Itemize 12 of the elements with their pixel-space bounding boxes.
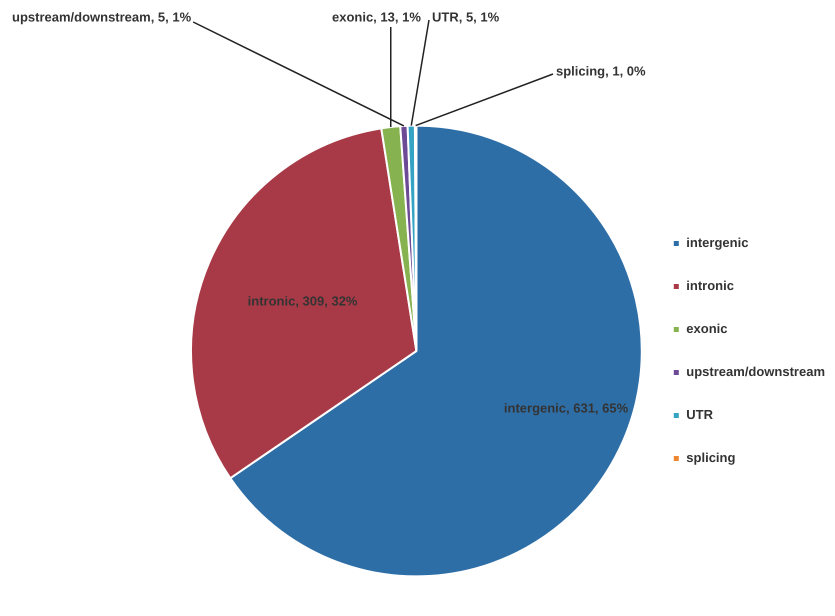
- legend-label: UTR: [686, 407, 714, 422]
- data-label: exonic, 13, 1%: [332, 10, 422, 25]
- legend-label: intergenic: [686, 235, 748, 250]
- legend-label: upstream/downstream: [686, 364, 825, 380]
- legend-label: intronic: [686, 278, 734, 294]
- legend-label: splicing: [686, 450, 736, 466]
- data-label: UTR, 5, 1%: [432, 10, 500, 25]
- data-label: intergenic, 631, 65%: [504, 400, 629, 416]
- legend-label: exonic: [686, 321, 728, 336]
- data-label: intronic, 309, 32%: [248, 293, 358, 308]
- data-label: splicing, 1, 0%: [556, 64, 646, 79]
- data-label: upstream/downstream, 5, 1%: [12, 10, 192, 25]
